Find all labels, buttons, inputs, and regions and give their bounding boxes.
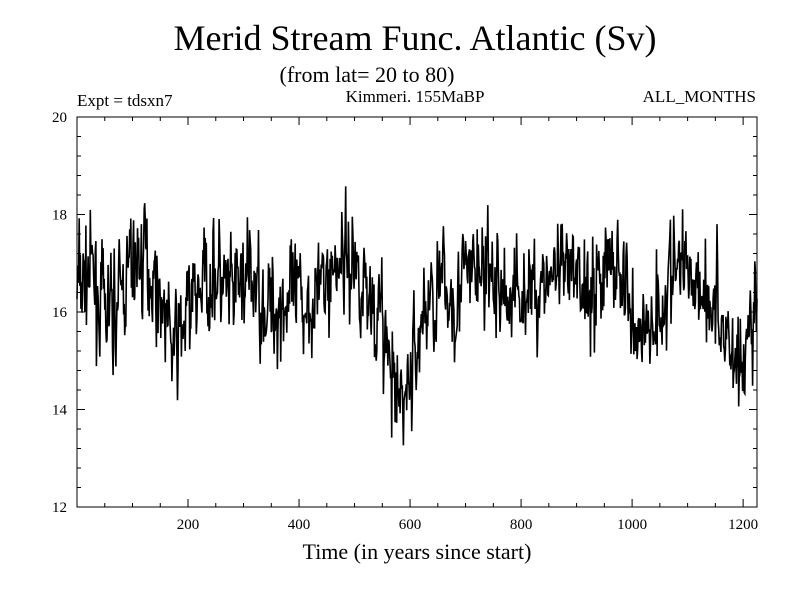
chart-title: Merid Stream Func. Atlantic (Sv) [174,18,657,58]
x-tick-label: 1000 [617,517,647,533]
series-layer [76,186,758,446]
y-tick-label: 18 [52,208,67,224]
chart-subtitle: (from lat= 20 to 80) [280,62,455,87]
experiment-label: Expt = tdsxn7 [77,91,173,110]
x-axis: 200 400 600 800 1000 1200 [76,117,758,533]
period-label: Kimmeri. 155MaBP [346,87,485,106]
months-label: ALL_MONTHS [643,87,756,106]
x-tick-label: 200 [177,517,200,533]
y-tick-label: 16 [52,305,68,321]
y-tick-label: 12 [52,500,67,516]
x-tick-label: 600 [399,517,422,533]
x-tick-label: 1200 [728,517,758,533]
x-tick-label: 800 [510,517,533,533]
y-tick-label: 14 [52,403,68,419]
x-axis-label: Time (in years since start) [303,539,532,564]
x-tick-label: 400 [288,517,311,533]
y-tick-label: 20 [52,110,67,126]
series-line [76,186,758,446]
